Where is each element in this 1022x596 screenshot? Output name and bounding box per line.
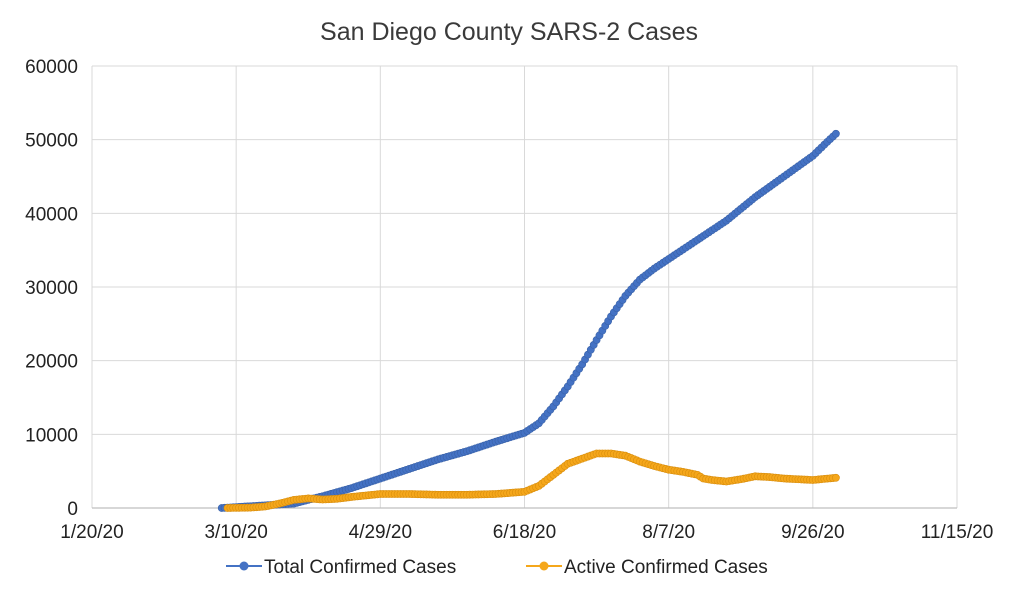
x-tick-label: 6/18/20: [493, 522, 556, 543]
legend-marker-active: [539, 561, 549, 571]
series-layer: [217, 129, 840, 512]
y-tick-label: 0: [67, 499, 78, 520]
gridlines: [91, 65, 958, 508]
legend-label-total: Total Confirmed Cases: [264, 557, 456, 578]
legend-marker-total: [239, 561, 249, 571]
x-tick-label: 8/7/20: [642, 522, 695, 543]
x-tick-label: 1/20/20: [60, 522, 123, 543]
y-tick-label: 50000: [25, 131, 78, 152]
series-active-confirmed: [223, 449, 840, 512]
data-point: [832, 473, 840, 482]
legend-label-active: Active Confirmed Cases: [564, 557, 768, 578]
y-tick-label: 10000: [25, 425, 78, 446]
y-tick-label: 30000: [25, 278, 78, 299]
y-tick-labels: 0 10000 20000 30000 40000 50000 60000: [25, 57, 78, 520]
y-tick-label: 20000: [25, 352, 78, 373]
x-tick-labels: 1/20/20 3/10/20 4/29/20 6/18/20 8/7/20 9/26/2…: [60, 522, 993, 543]
x-tick-label: 11/15/20: [921, 522, 994, 543]
x-tick-label: 4/29/20: [349, 522, 412, 543]
legend: Total Confirmed Cases Active Confirmed C…: [226, 557, 768, 578]
chart-title: San Diego County SARS-2 Cases: [320, 18, 698, 46]
y-tick-label: 40000: [25, 204, 78, 225]
x-tick-label: 9/26/20: [781, 522, 844, 543]
x-tick-label: 3/10/20: [204, 522, 267, 543]
data-point: [832, 129, 840, 138]
y-tick-label: 60000: [25, 57, 78, 78]
